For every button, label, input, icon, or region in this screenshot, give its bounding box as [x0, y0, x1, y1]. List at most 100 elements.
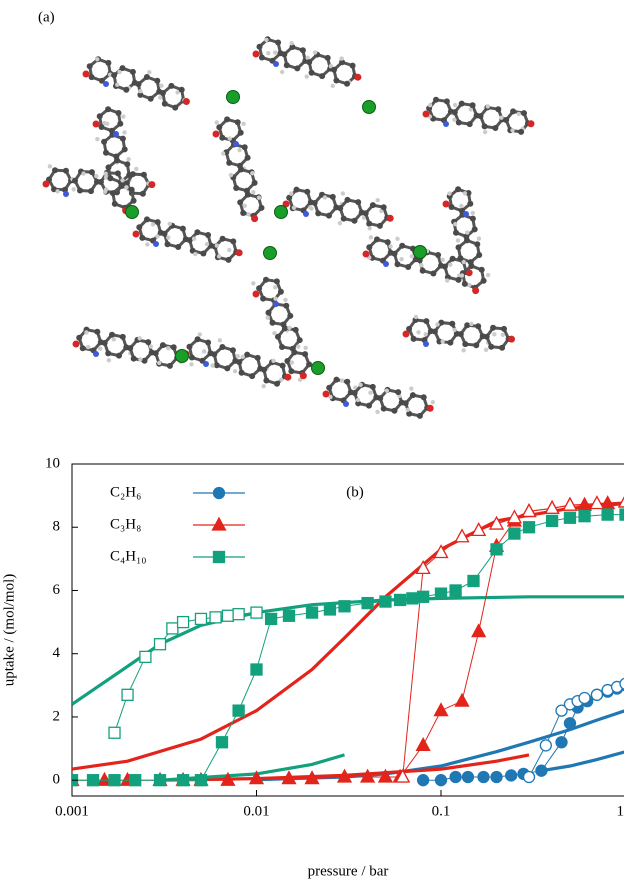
atom: [219, 235, 226, 242]
atom: [467, 282, 472, 288]
atom: [471, 226, 478, 233]
atom: [438, 319, 445, 326]
atom: [449, 320, 456, 327]
marker: [601, 508, 614, 521]
atom: [443, 121, 449, 127]
atom: [119, 135, 126, 142]
atom: [292, 326, 299, 333]
atom: [119, 333, 126, 340]
atom: [279, 69, 285, 75]
atom: [459, 203, 464, 209]
atom: [455, 244, 462, 251]
atom: [287, 325, 292, 331]
atom: [216, 254, 222, 259]
atom: [227, 136, 232, 141]
atom: [123, 86, 130, 93]
atom: [266, 50, 271, 56]
atom: [304, 74, 309, 79]
atom: [256, 195, 262, 200]
atom: [55, 189, 60, 194]
atom: [114, 170, 121, 177]
atom: [116, 352, 122, 359]
atom: [117, 69, 122, 75]
marker: [323, 603, 337, 616]
fit-curve: [72, 502, 624, 771]
x-axis-label: pressure / bar: [308, 863, 389, 879]
atom: [453, 221, 458, 227]
atom: [105, 106, 112, 113]
marker: [129, 774, 142, 787]
atom: [344, 80, 350, 87]
marker: [416, 590, 430, 603]
atom: [213, 362, 220, 369]
atom: [42, 180, 50, 188]
atom: [71, 187, 76, 192]
atom: [234, 119, 241, 126]
atom: [419, 263, 424, 268]
y-axis-label: uptake / (mol/mol): [1, 574, 17, 686]
atom: [134, 166, 139, 172]
atom: [457, 255, 464, 262]
atom: [251, 281, 256, 286]
atom: [455, 119, 462, 126]
atom: [383, 261, 389, 267]
atom: [291, 205, 297, 210]
atom: [461, 348, 466, 353]
atom: [366, 402, 372, 409]
marker: [121, 688, 134, 701]
plot-area: [72, 495, 624, 787]
atom: [203, 361, 209, 367]
atom: [52, 167, 58, 174]
marker: [434, 774, 448, 787]
fit-curve: [159, 753, 530, 782]
atom: [375, 197, 380, 203]
atom: [182, 98, 190, 106]
atom: [322, 195, 328, 200]
marker: [209, 611, 222, 624]
atom: [127, 345, 134, 352]
atom: [197, 332, 203, 337]
atom: [326, 384, 333, 391]
marker: [194, 612, 208, 626]
atom: [159, 83, 164, 88]
atom: [501, 325, 507, 332]
atom: [227, 247, 232, 253]
atom: [214, 120, 219, 125]
atom: [442, 200, 450, 208]
marker: [522, 521, 536, 534]
atom: [306, 59, 313, 66]
atom: [330, 83, 335, 89]
atom: [508, 335, 516, 343]
atom: [82, 70, 90, 78]
atom: [233, 141, 239, 147]
marker: [433, 702, 449, 717]
atom: [492, 332, 497, 337]
fit-curve: [72, 595, 624, 706]
atom: [167, 221, 172, 227]
atom: [111, 200, 118, 207]
atom: [328, 394, 333, 400]
atom: [284, 358, 291, 364]
atom: [291, 349, 298, 356]
atom: [413, 314, 419, 320]
atom: [224, 365, 231, 372]
atom: [289, 44, 296, 50]
atom: [361, 215, 367, 220]
atom: [194, 336, 201, 343]
atom: [113, 131, 119, 137]
atom: [369, 383, 376, 390]
atom: [72, 340, 80, 348]
marker: [393, 593, 407, 607]
atom: [244, 351, 251, 358]
atom: [145, 339, 152, 346]
atom: [126, 172, 133, 178]
atom: [458, 100, 465, 107]
marker: [194, 774, 208, 787]
marker: [415, 737, 431, 752]
atom: [238, 369, 245, 376]
marker: [153, 638, 167, 651]
marker: [504, 769, 518, 782]
atom: [188, 354, 195, 361]
atom: [244, 154, 251, 161]
atom: [441, 263, 448, 270]
